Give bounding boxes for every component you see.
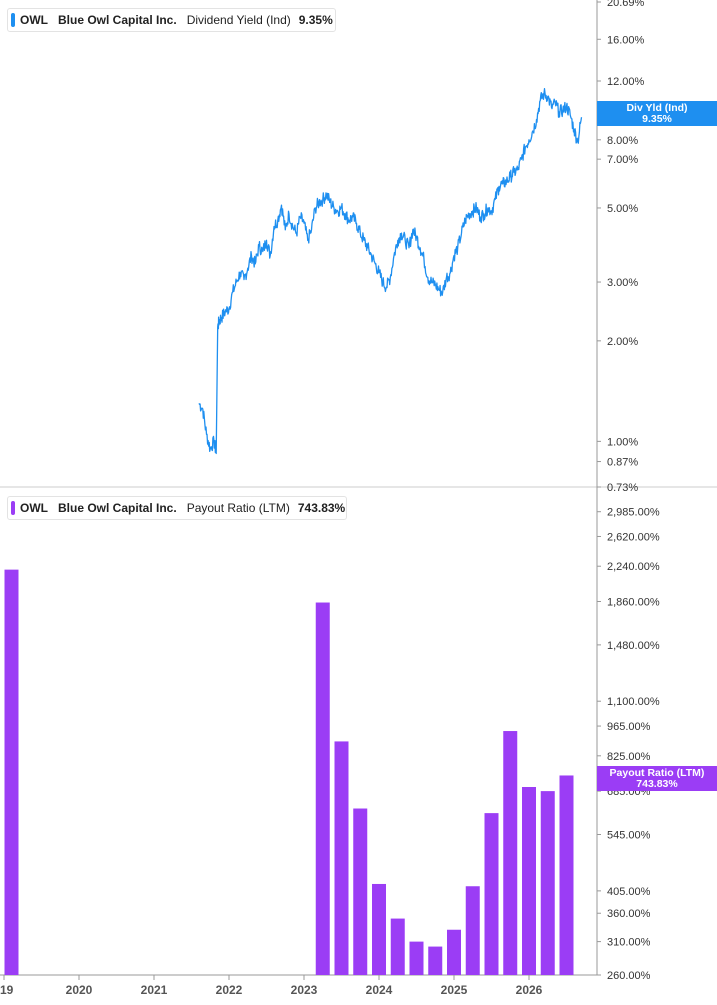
bottom-y-tick-label: 1,480.00%	[607, 640, 660, 652]
bottom-legend-metric: Payout Ratio (LTM)	[186, 501, 290, 515]
payout-ratio-bar	[503, 731, 518, 975]
payout-ratio-bar	[409, 941, 424, 975]
payout-ratio-bar	[465, 886, 480, 975]
payout-ratio-bar	[372, 883, 386, 975]
bottom-y-tick-label: 310.00%	[607, 937, 651, 949]
top-legend-metric: Dividend Yield (Ind)	[186, 13, 291, 27]
top-legend-company: Blue Owl Capital Inc.	[58, 13, 177, 27]
x-tick-label: 2026	[516, 983, 543, 997]
x-tick-label: 2025	[441, 983, 468, 997]
payout-ratio-bar	[428, 946, 443, 975]
x-axis: 19 2020 2021 2022 2023 2024 2025 2026	[0, 975, 543, 997]
top-y-tick-label: 3.00%	[607, 277, 638, 289]
bottom-legend-ticker: OWL	[20, 501, 48, 515]
top-legend-value: 9.35%	[298, 13, 333, 27]
x-tick-label: 2022	[216, 983, 243, 997]
dividend-yield-line	[198, 88, 583, 455]
x-tick-label: 2023	[291, 983, 318, 997]
top-y-tick-label: 7.00%	[607, 154, 638, 166]
top-y-tick-label: 20.69%	[607, 0, 645, 9]
top-legend[interactable]: OWL Blue Owl Capital Inc. Dividend Yield…	[7, 8, 336, 32]
top-y-tick-label: 0.73%	[607, 482, 638, 494]
x-tick-label: 2021	[141, 983, 168, 997]
top-y-tick-label: 12.00%	[607, 76, 645, 88]
bottom-y-tick-label: 1,100.00%	[607, 696, 660, 708]
top-y-tick-label: 0.87%	[607, 457, 638, 469]
bottom-y-tick-label: 405.00%	[607, 886, 651, 898]
bottom-y-tick-label: 965.00%	[607, 721, 651, 733]
top-y-tick-label: 1.00%	[607, 436, 638, 448]
bottom-y-tick-label: 360.00%	[607, 908, 651, 920]
top-y-tick-label: 8.00%	[607, 135, 638, 147]
bottom-y-tick-label: 825.00%	[607, 751, 651, 763]
payout-ratio-bar	[353, 808, 368, 975]
x-tick-label: 19	[0, 983, 14, 997]
bottom-legend-company: Blue Owl Capital Inc.	[58, 501, 177, 515]
top-legend-color-bar	[11, 13, 15, 27]
payout-ratio-bar	[559, 775, 574, 975]
bottom-legend[interactable]: OWL Blue Owl Capital Inc. Payout Ratio (…	[7, 496, 347, 520]
bottom-y-tick-label: 545.00%	[607, 830, 651, 842]
bottom-y-axis: 2,985.00% 2,620.00% 2,240.00% 1,860.00% 1,48…	[597, 507, 660, 982]
div-yield-tag-label: Div Yld (Ind)	[626, 101, 688, 114]
payout-ratio-bar	[540, 791, 555, 975]
top-y-axis: 20.69% 16.00% 12.00% 8.00% 7.00% 5.00% 3.00% 2.…	[597, 0, 645, 494]
bottom-legend-color-bar	[11, 501, 15, 515]
payout-ratio-bar	[522, 787, 536, 975]
bottom-y-tick-label: 2,985.00%	[607, 507, 660, 519]
payout-ratio-bar	[315, 602, 330, 975]
top-y-tick-label: 5.00%	[607, 203, 638, 215]
payout-ratio-bar	[447, 929, 461, 975]
payout-ratio-tag-label: Payout Ratio (LTM)	[609, 766, 705, 779]
top-y-tick-label: 2.00%	[607, 336, 638, 348]
top-legend-ticker: OWL	[20, 13, 48, 27]
payout-ratio-bar	[334, 741, 349, 975]
x-tick-label: 2024	[366, 983, 393, 997]
top-y-tick-label: 16.00%	[607, 34, 645, 46]
x-tick-label: 2020	[66, 983, 93, 997]
bottom-y-tick-label: 2,620.00%	[607, 531, 660, 543]
bottom-legend-value: 743.83%	[297, 501, 346, 515]
div-yield-tag-value: 9.35%	[642, 112, 672, 125]
payout-ratio-bar	[390, 918, 405, 975]
payout-ratio-bar	[4, 569, 19, 975]
payout-ratio-bar	[484, 813, 499, 975]
payout-ratio-bars	[4, 569, 574, 975]
bottom-y-tick-label: 1,860.00%	[607, 596, 660, 608]
bottom-y-tick-label: 2,240.00%	[607, 561, 660, 573]
payout-ratio-tag-value: 743.83%	[636, 777, 678, 790]
bottom-y-tick-label: 260.00%	[607, 970, 651, 982]
div-yield-price-tag: Div Yld (Ind) 9.35%	[597, 101, 717, 126]
payout-ratio-price-tag: Payout Ratio (LTM) 743.83%	[597, 766, 717, 791]
